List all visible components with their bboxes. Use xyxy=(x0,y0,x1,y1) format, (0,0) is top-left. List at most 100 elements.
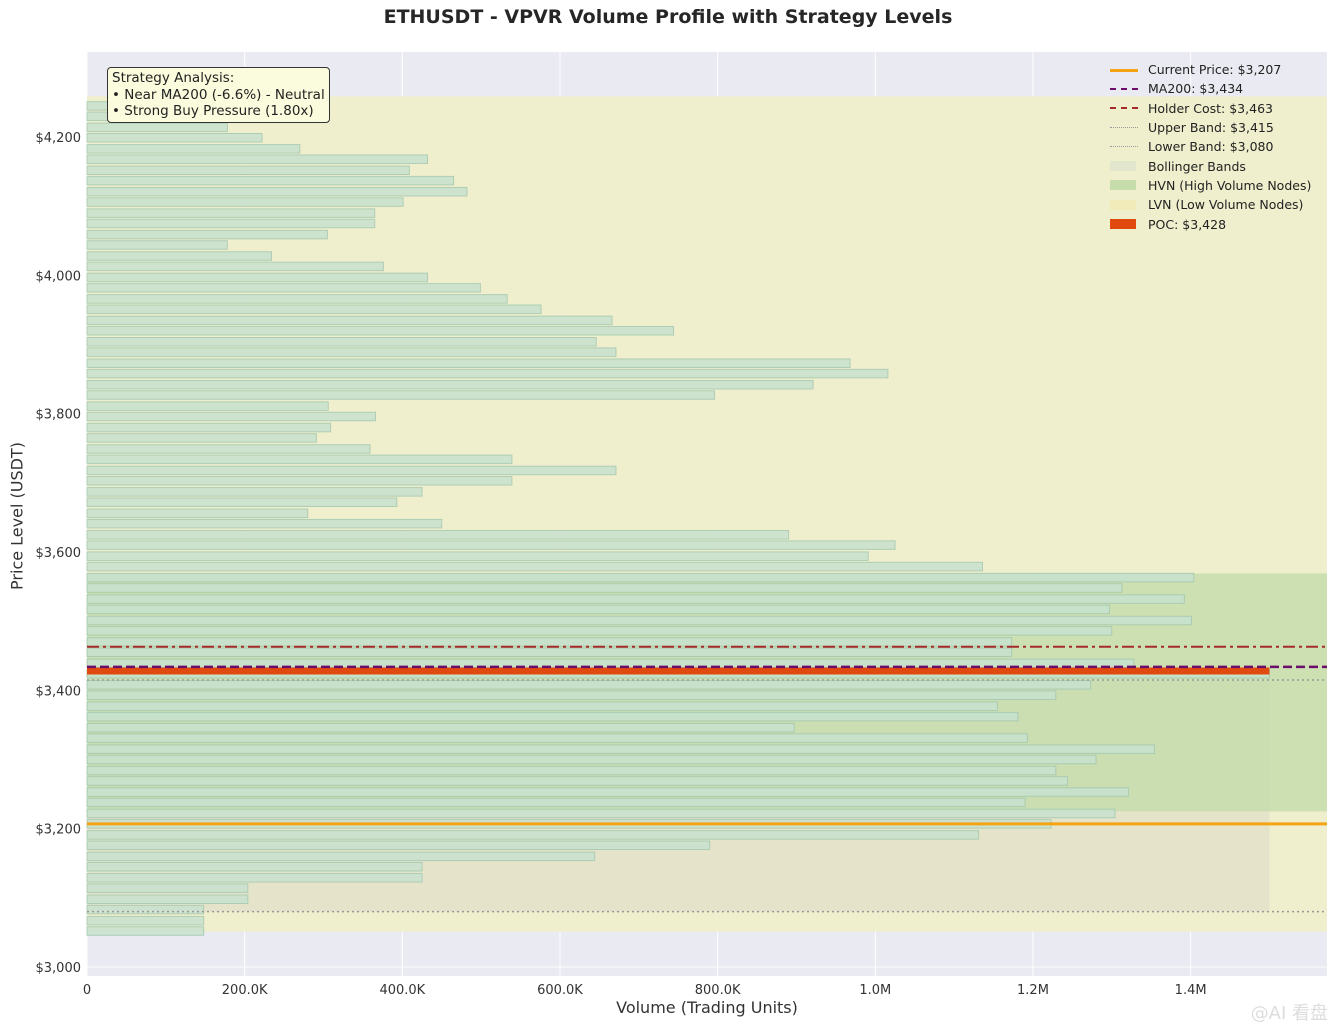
x-tick-label: 0 xyxy=(83,983,91,998)
y-tick-label: $3,600 xyxy=(36,546,82,561)
volume-bar xyxy=(86,497,398,507)
volume-bar xyxy=(86,218,376,229)
legend-swatch xyxy=(1110,180,1136,191)
volume-bar xyxy=(86,444,371,454)
volume-bar xyxy=(86,615,1192,626)
legend-swatch xyxy=(1110,83,1140,95)
volume-bar xyxy=(86,733,1028,743)
volume-bar xyxy=(86,487,423,497)
volume-bar xyxy=(86,572,1195,583)
volume-bar xyxy=(86,851,596,862)
volume-bar xyxy=(86,561,984,572)
volume-bar xyxy=(86,283,481,293)
volume-bar xyxy=(86,690,1057,700)
x-tick-label: 1.4M xyxy=(1175,983,1207,998)
legend-label: Upper Band: $3,415 xyxy=(1148,120,1274,136)
volume-bar xyxy=(86,197,404,207)
y-tick-label: $3,200 xyxy=(36,823,82,838)
volume-bar xyxy=(86,261,384,272)
legend-item: MA200: $3,434 xyxy=(1110,79,1311,98)
volume-bar xyxy=(86,808,1116,819)
legend-item: Holder Cost: $3,463 xyxy=(1110,99,1311,118)
legend-label: LVN (Low Volume Nodes) xyxy=(1148,197,1304,213)
strategy-analysis-box: Strategy Analysis: • Near MA200 (-6.6%) … xyxy=(107,67,330,123)
y-tick-label: $4,000 xyxy=(36,269,82,284)
legend-swatch xyxy=(1110,199,1136,210)
volume-bar xyxy=(86,347,617,357)
watermark: @AI 看盘 xyxy=(1250,1003,1328,1024)
volume-bar xyxy=(86,422,332,433)
legend-item: HVN (High Volume Nodes) xyxy=(1110,176,1311,195)
volume-bar xyxy=(86,304,542,315)
legend-swatch xyxy=(1110,102,1140,114)
volume-bar xyxy=(86,604,1110,615)
volume-bar xyxy=(86,711,1019,722)
x-tick-label: 800.0K xyxy=(695,983,741,998)
legend-item: Current Price: $3,207 xyxy=(1110,60,1311,79)
legend-label: Current Price: $3,207 xyxy=(1148,62,1282,78)
y-tick-label: $3,800 xyxy=(36,408,82,423)
legend-item: Bollinger Bands xyxy=(1110,156,1311,175)
volume-bar xyxy=(86,229,328,240)
legend-swatch xyxy=(1110,141,1140,153)
volume-bar xyxy=(86,325,674,336)
volume-bar xyxy=(86,680,1092,690)
legend-label: POC: $3,428 xyxy=(1148,216,1227,232)
volume-bar xyxy=(86,722,795,733)
legend-label: MA200: $3,434 xyxy=(1148,81,1244,97)
volume-bar xyxy=(86,272,429,283)
volume-bar xyxy=(86,122,228,133)
volume-bar xyxy=(86,551,869,561)
volume-bar xyxy=(86,401,329,411)
volume-bar xyxy=(86,744,1155,754)
volume-bar xyxy=(86,861,423,872)
x-tick-label: 1.0M xyxy=(859,983,891,998)
legend-item: POC: $3,428 xyxy=(1110,214,1311,233)
legend: Current Price: $3,207 MA200: $3,434 Holder… xyxy=(1110,60,1311,234)
volume-bar xyxy=(86,379,814,390)
volume-bar xyxy=(86,529,790,540)
y-tick-label: $4,200 xyxy=(36,131,82,146)
volume-bar xyxy=(86,776,1069,786)
volume-bar xyxy=(86,175,455,186)
volume-bar xyxy=(86,765,1057,776)
x-tick-label: 1.2M xyxy=(1017,983,1049,998)
volume-bar xyxy=(86,144,301,154)
volume-bar xyxy=(86,454,513,465)
legend-item: LVN (Low Volume Nodes) xyxy=(1110,195,1311,214)
x-tick-label: 400.0K xyxy=(379,983,425,998)
annotation-line: • Near MA200 (-6.6%) - Neutral xyxy=(112,86,325,103)
x-axis-label: Volume (Trading Units) xyxy=(616,998,798,1017)
volume-bar xyxy=(86,465,617,476)
volume-bar xyxy=(86,787,1129,797)
volume-bar xyxy=(86,433,317,443)
chart-title: ETHUSDT - VPVR Volume Profile with Strat… xyxy=(383,6,953,28)
legend-label: Bollinger Bands xyxy=(1148,158,1246,174)
volume-bar xyxy=(86,518,443,529)
legend-swatch xyxy=(1110,64,1140,76)
volume-bar xyxy=(86,894,249,904)
legend-item: Lower Band: $3,080 xyxy=(1110,137,1311,156)
volume-bar xyxy=(86,647,1013,658)
volume-bar xyxy=(86,754,1097,765)
legend-label: Holder Cost: $3,463 xyxy=(1148,100,1273,116)
legend-swatch xyxy=(1110,161,1136,172)
volume-bar xyxy=(86,186,468,197)
x-tick-label: 600.0K xyxy=(537,983,583,998)
volume-bar xyxy=(86,701,998,712)
volume-bar xyxy=(86,594,1185,604)
volume-bar xyxy=(86,873,423,883)
volume-bar xyxy=(86,797,1026,808)
volume-bar xyxy=(86,208,376,218)
volume-bar xyxy=(86,358,851,368)
legend-label: HVN (High Volume Nodes) xyxy=(1148,177,1312,193)
volume-bar xyxy=(86,240,228,250)
y-tick-label: $3,400 xyxy=(36,684,82,699)
volume-bar xyxy=(86,165,410,176)
volume-bar xyxy=(86,840,711,851)
volume-bar xyxy=(86,637,1013,647)
legend-swatch xyxy=(1110,122,1140,134)
volume-bar xyxy=(86,915,205,926)
volume-bar xyxy=(86,294,508,304)
